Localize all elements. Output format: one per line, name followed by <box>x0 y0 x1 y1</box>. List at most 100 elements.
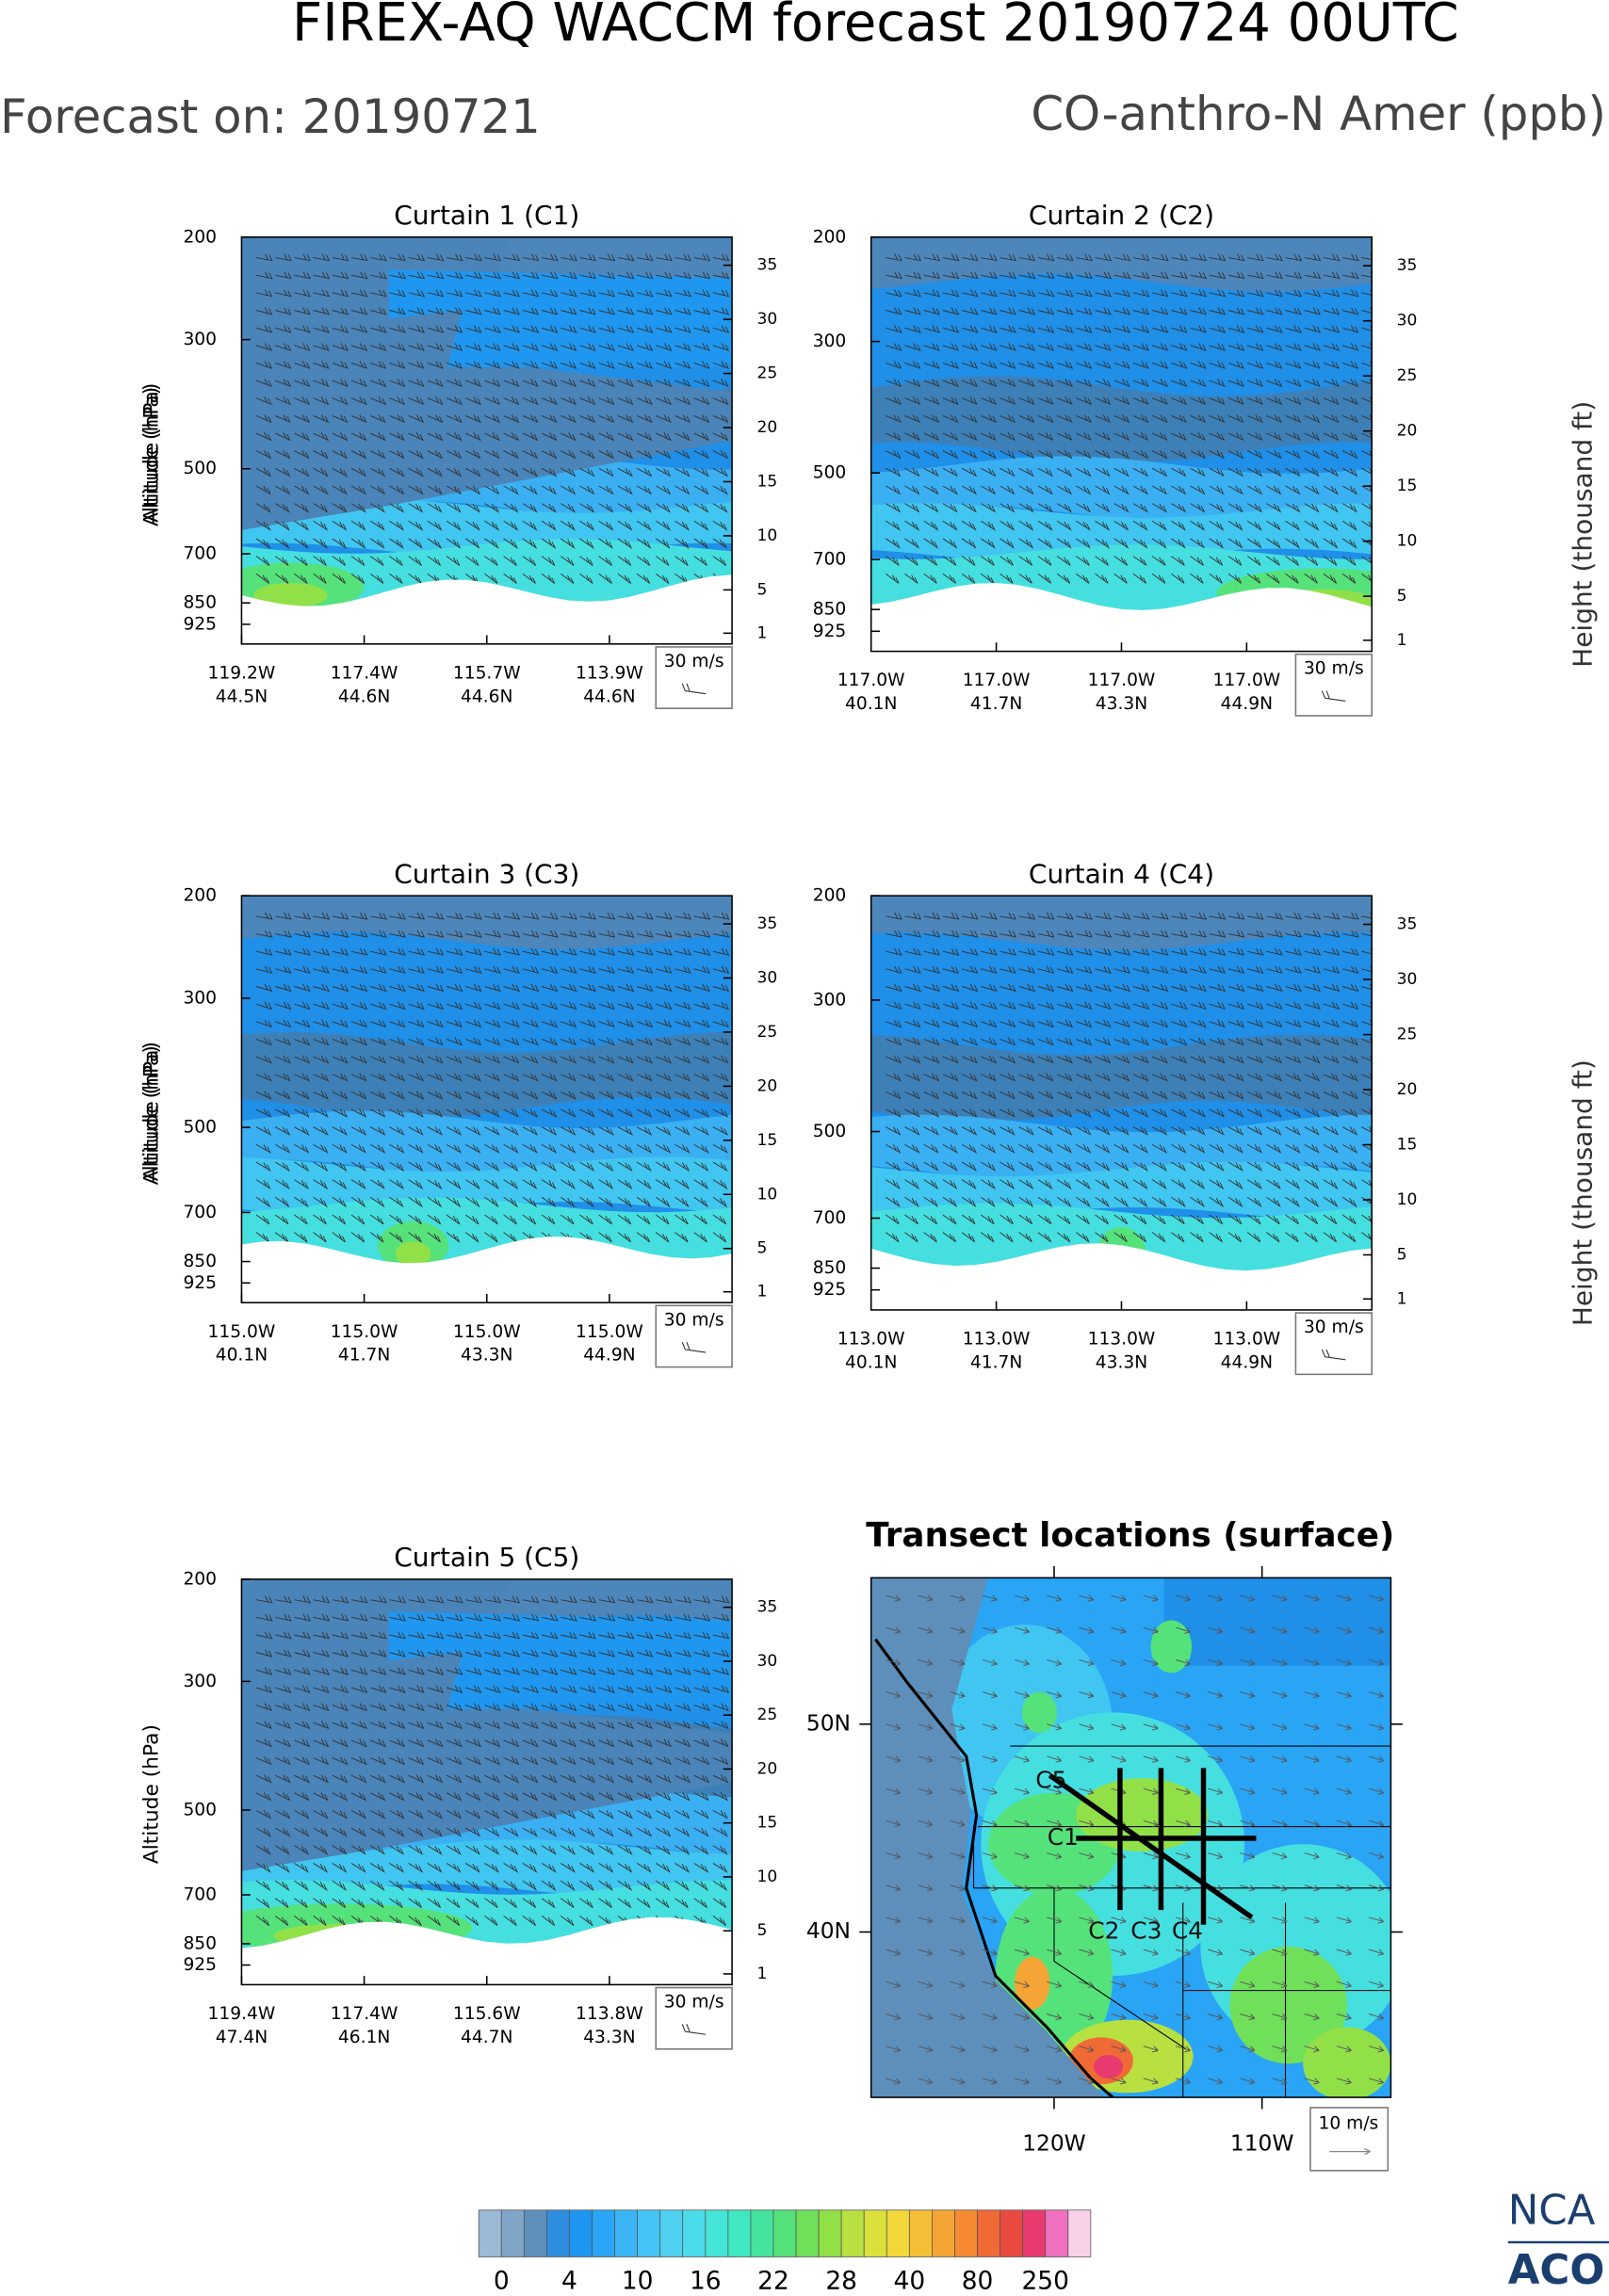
wind-arrow <box>918 1787 934 1795</box>
panel-title: Curtain 4 (C4) <box>1029 858 1214 889</box>
wind-barb <box>464 538 480 549</box>
wind-barb <box>1095 965 1112 974</box>
wind-barb <box>522 1179 538 1190</box>
y-tick-label: 300 <box>813 990 847 1010</box>
wind-barb <box>1190 1055 1207 1064</box>
wind-barb <box>1304 1232 1318 1243</box>
wind-arrow <box>1240 1691 1256 1699</box>
wind-barb <box>313 1827 329 1837</box>
wind-barb <box>674 1667 691 1675</box>
wind-barb <box>1323 912 1341 920</box>
wind-barb <box>1323 253 1341 262</box>
wind-barb <box>446 1738 463 1748</box>
wind-barb <box>1190 1037 1207 1046</box>
wind-barb <box>1113 1055 1130 1064</box>
wind-barb <box>503 1845 519 1855</box>
wind-barb <box>712 1774 729 1784</box>
wind-arrow <box>886 1594 902 1602</box>
wind-barb <box>693 1649 711 1657</box>
wind-barb <box>886 1126 902 1136</box>
wind-barb <box>598 1108 614 1118</box>
wind-barb <box>1076 1126 1092 1136</box>
wind-barb <box>904 573 918 584</box>
wind-barb <box>1113 343 1130 351</box>
wind-barb <box>522 1774 539 1784</box>
colorbar-label: 80 <box>962 2266 994 2295</box>
y2-tick-label: 15 <box>756 1131 777 1150</box>
wind-barb <box>1113 520 1130 531</box>
wind-barb <box>579 983 596 993</box>
wind-barb <box>1171 1108 1187 1118</box>
wind-barb <box>255 1126 272 1136</box>
wind-barb <box>981 1196 996 1208</box>
wind-arrow <box>1240 1852 1256 1860</box>
wind-barb <box>674 1179 691 1190</box>
wind-barb <box>674 930 692 938</box>
x-tick-lat: 44.6N <box>338 687 390 706</box>
wind-arrow <box>1014 1884 1030 1892</box>
wind-barb <box>369 573 384 584</box>
wind-barb <box>1323 1037 1340 1046</box>
wind-barb <box>636 1756 653 1766</box>
wind-barb <box>1132 573 1146 584</box>
wind-barb <box>981 450 997 460</box>
wind-barb <box>389 1214 403 1225</box>
wind-barb <box>350 1845 366 1855</box>
wind-barb <box>313 1845 329 1855</box>
wind-barb <box>255 503 271 513</box>
wind-barb <box>923 271 941 280</box>
wind-barb <box>1095 343 1112 351</box>
wind-barb <box>712 930 730 938</box>
y2-tick-label: 25 <box>756 364 777 383</box>
wind-barb <box>636 1863 652 1873</box>
wind-barb <box>541 983 559 993</box>
wind-barb <box>1209 556 1224 566</box>
wind-barb <box>1037 1073 1054 1082</box>
wind-barb <box>350 1073 367 1082</box>
wind-barb <box>1132 307 1150 315</box>
wind-barb <box>961 343 979 351</box>
wind-arrow <box>1175 1852 1191 1860</box>
wind-barb <box>275 379 292 388</box>
wind-barb <box>1246 1232 1261 1243</box>
wind-barb <box>446 1214 461 1225</box>
wind-barb <box>579 1073 596 1082</box>
wind-barb <box>674 1595 692 1604</box>
wind-barb <box>427 1845 443 1855</box>
wind-barb <box>1000 325 1016 333</box>
wind-barb <box>579 289 596 298</box>
wind-barb <box>712 343 730 351</box>
wind-barb <box>1151 520 1167 531</box>
wind-barb <box>1095 503 1111 513</box>
wind-barb <box>484 414 501 424</box>
wind-barb <box>1151 414 1168 424</box>
wind-barb <box>427 485 443 495</box>
wind-barb <box>579 1916 593 1927</box>
wind-barb <box>313 414 330 424</box>
wind-barb <box>1132 947 1150 956</box>
wind-barb <box>484 556 498 566</box>
wind-barb <box>503 1880 518 1892</box>
wind-barb <box>923 396 940 405</box>
wind-barb <box>1000 947 1016 956</box>
map-title: Transect locations (surface) <box>866 1516 1394 1555</box>
wind-barb <box>446 538 462 549</box>
wind-barb <box>561 1613 577 1622</box>
wind-barb <box>598 538 614 549</box>
wind-barb <box>656 1126 672 1136</box>
contour-band <box>388 1611 733 1709</box>
wind-barb <box>541 1143 558 1154</box>
wind-barb <box>656 1019 673 1028</box>
y-axis-label: Altitude (hPa) <box>140 1724 164 1864</box>
wind-barb <box>274 1810 291 1819</box>
wind-barb <box>1171 1126 1187 1136</box>
wind-barb <box>1171 271 1188 280</box>
wind-arrow <box>886 1852 902 1860</box>
wind-barb <box>1227 1091 1244 1100</box>
wind-barb <box>1056 1091 1073 1100</box>
wind-barb <box>1285 1037 1302 1046</box>
wind-barb <box>465 271 482 280</box>
wind-barb <box>1000 1091 1016 1100</box>
wind-barb <box>923 253 941 262</box>
y-tick-label: 300 <box>183 988 217 1008</box>
